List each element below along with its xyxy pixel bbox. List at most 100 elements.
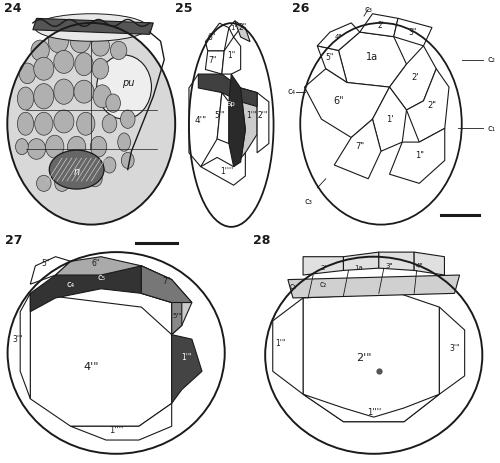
Ellipse shape [31,40,50,61]
Ellipse shape [102,115,117,133]
Text: 3'": 3'" [12,335,23,344]
Ellipse shape [96,55,152,119]
Polygon shape [20,294,30,399]
Ellipse shape [103,157,116,173]
Ellipse shape [34,113,53,135]
Polygon shape [303,257,344,275]
Text: c₂: c₂ [320,280,327,289]
Polygon shape [217,93,229,144]
Polygon shape [172,335,202,403]
Text: 4'": 4'" [83,362,98,372]
Ellipse shape [68,137,86,157]
Polygon shape [235,21,250,42]
Text: c₁: c₁ [290,282,296,291]
Ellipse shape [70,30,90,53]
Polygon shape [142,266,192,302]
Polygon shape [338,32,406,87]
Ellipse shape [54,79,74,104]
Ellipse shape [189,23,274,227]
Ellipse shape [74,80,94,103]
Text: 5'": 5'" [172,313,182,319]
Ellipse shape [92,36,110,56]
Text: 2'": 2'" [356,352,372,363]
Ellipse shape [34,14,148,41]
Text: 7": 7" [208,56,216,65]
Polygon shape [304,69,390,138]
Text: c₅: c₅ [97,273,105,282]
Text: 3": 3" [385,263,392,269]
Polygon shape [440,307,464,394]
Polygon shape [394,19,432,46]
Text: 27: 27 [5,234,22,247]
Text: 1'": 1'" [246,111,256,120]
Text: c₂: c₂ [487,55,495,64]
Text: n: n [74,167,80,177]
Ellipse shape [54,110,74,133]
Text: 4": 4" [416,263,423,269]
Polygon shape [222,37,240,74]
Text: 1'''': 1'''' [109,426,124,435]
Text: 7": 7" [355,142,364,151]
Ellipse shape [118,133,130,151]
Text: 1": 1" [227,51,235,60]
Text: c₄: c₄ [288,87,296,96]
Text: 6": 6" [92,259,100,268]
Ellipse shape [36,175,51,191]
Text: 2'": 2'" [258,111,268,120]
Polygon shape [200,153,246,185]
Polygon shape [56,257,142,275]
Ellipse shape [8,23,175,225]
Text: 1'": 1'" [182,353,192,362]
Text: c₄: c₄ [66,280,75,289]
Text: 1'''': 1'''' [366,408,381,417]
Polygon shape [172,302,182,335]
Text: 6": 6" [207,32,216,42]
Text: 1': 1' [230,25,237,31]
Text: Sp: Sp [227,101,235,107]
Text: 25: 25 [175,2,192,15]
Text: c₃: c₃ [364,5,372,13]
Text: 26: 26 [292,2,309,15]
Text: 1": 1" [415,151,424,160]
Polygon shape [390,128,445,183]
Ellipse shape [92,58,108,79]
Ellipse shape [122,152,134,169]
Polygon shape [318,46,347,82]
Text: 2': 2' [411,74,419,82]
Text: 6": 6" [333,96,344,106]
Text: 1a: 1a [354,265,363,271]
Text: 5": 5" [42,259,50,268]
Ellipse shape [106,94,120,113]
Polygon shape [318,23,360,50]
Text: 4'": 4'" [194,116,207,125]
Text: 1': 1' [386,115,393,124]
Polygon shape [229,74,246,167]
Polygon shape [414,252,444,275]
Polygon shape [30,294,172,426]
Ellipse shape [120,110,135,128]
Ellipse shape [90,137,107,157]
Ellipse shape [18,87,34,110]
Ellipse shape [19,63,36,84]
Text: 24: 24 [4,2,21,15]
Ellipse shape [265,257,482,454]
Ellipse shape [88,171,102,187]
Text: 3": 3" [408,28,417,37]
Polygon shape [303,394,440,422]
Polygon shape [334,119,381,179]
Text: 28: 28 [252,234,270,247]
Ellipse shape [300,23,462,225]
Text: 5'": 5'" [214,111,225,120]
Text: 2": 2" [239,23,247,32]
Text: 1'''': 1'''' [220,167,233,176]
Polygon shape [273,298,303,394]
Ellipse shape [16,138,28,155]
Polygon shape [344,252,379,270]
Ellipse shape [110,41,127,60]
Polygon shape [30,257,70,284]
Polygon shape [257,93,269,153]
Text: 5": 5" [326,53,334,62]
Ellipse shape [55,175,70,191]
Text: 2': 2' [378,21,384,30]
Polygon shape [372,87,406,151]
